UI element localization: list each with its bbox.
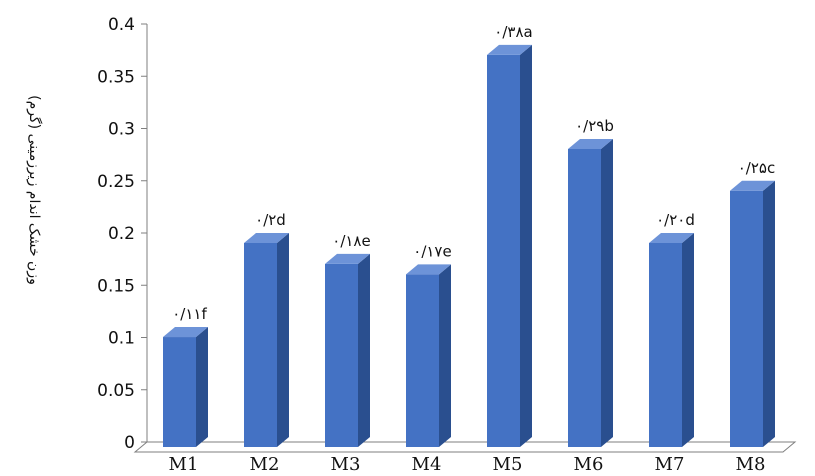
y-axis-title: وزن خشک اندام زیرزمینی (گرم) [26,95,43,285]
bar-top [730,180,775,191]
bar-front [244,243,277,447]
bar-top [325,253,370,264]
x-axis-categories: M1 M2 M3 M4 M5 M6 M7 M8 [169,454,766,475]
x-category-label: M3 [331,454,361,475]
data-label: ۰/۱۱f [172,305,207,323]
bar-front [163,337,196,447]
bar-side [196,327,208,447]
bar-front [406,274,439,447]
chart-floor [133,441,797,453]
x-category-label: M2 [250,454,280,475]
bar-front [568,148,601,447]
y-tick-label: 0.1 [108,329,135,349]
y-tick-label: 0.2 [108,224,135,244]
data-label: ۰/۱۸e [332,232,370,250]
x-category-label: M4 [412,454,442,475]
x-category-label: M1 [169,454,199,475]
y-tick-label: 0 [124,433,135,453]
bar-side [520,44,532,448]
data-label: ۰/۱۷e [413,242,451,260]
x-category-label: M8 [736,454,766,475]
data-label: ۰/۲۹b [575,117,614,135]
bar-top [163,327,208,338]
bar-front [649,243,682,447]
bar-top [244,233,289,243]
bar-top [406,264,451,275]
y-tick-label: 0.25 [97,172,135,192]
bar-top [568,138,613,149]
y-tick-label: 0.3 [108,120,135,140]
bar-side [277,233,289,447]
bar-top [487,44,532,55]
chart-axes [133,24,797,453]
data-labels: ۰/۱۱f ۰/۲d ۰/۱۸e ۰/۱۷e ۰/۳۸a ۰/۲۹b ۰/۲۰d ۰/۲۵c [172,23,775,323]
x-category-label: M7 [655,454,685,475]
y-tick-label: 0.15 [97,276,135,296]
bar-side [682,233,694,447]
y-tick-label: 0.05 [97,381,135,401]
bar-front [487,54,520,448]
bar-front [325,263,358,447]
bar-front [730,190,763,447]
x-category-label: M6 [574,454,604,475]
data-label: ۰/۲d [255,211,286,229]
data-label: ۰/۲۰d [656,211,695,229]
bar-side [601,138,613,447]
bar-group [163,44,775,448]
bar-side [763,180,775,447]
bar-side [439,264,451,447]
y-axis-ticks: 0 0.05 0.1 0.15 0.2 0.25 0.3 0.35 0.4 [97,15,147,453]
x-category-label: M5 [493,454,523,475]
y-tick-label: 0.35 [97,67,135,87]
data-label: ۰/۳۸a [494,23,532,41]
bar-side [358,253,370,447]
data-label: ۰/۲۵c [738,159,775,177]
bar-top [649,233,694,243]
y-tick-label: 0.4 [108,15,135,35]
